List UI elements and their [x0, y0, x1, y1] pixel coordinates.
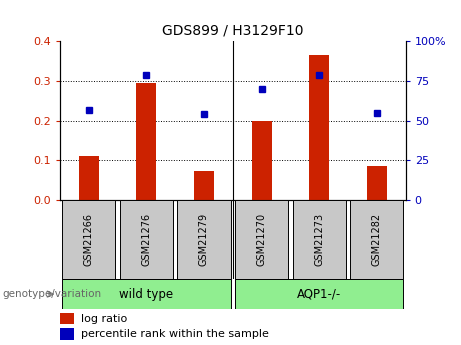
Text: GSM21270: GSM21270 [257, 213, 266, 266]
Text: wild type: wild type [119, 288, 173, 300]
FancyBboxPatch shape [62, 200, 115, 279]
Text: log ratio: log ratio [81, 314, 127, 324]
Text: GSM21276: GSM21276 [142, 213, 151, 266]
FancyBboxPatch shape [350, 200, 403, 279]
Text: percentile rank within the sample: percentile rank within the sample [81, 329, 269, 339]
Bar [194, 171, 214, 200]
Text: GSM21273: GSM21273 [314, 213, 324, 266]
Bar [367, 166, 387, 200]
FancyBboxPatch shape [177, 200, 230, 279]
FancyBboxPatch shape [62, 279, 230, 309]
Text: GSM21266: GSM21266 [84, 213, 94, 266]
FancyBboxPatch shape [235, 279, 403, 309]
Text: GSM21279: GSM21279 [199, 213, 209, 266]
Bar [60, 328, 74, 340]
Bar [309, 55, 329, 200]
Text: AQP1-/-: AQP1-/- [297, 288, 341, 300]
FancyBboxPatch shape [293, 200, 346, 279]
Bar [79, 156, 99, 200]
FancyBboxPatch shape [235, 200, 288, 279]
Title: GDS899 / H3129F10: GDS899 / H3129F10 [162, 23, 303, 38]
Bar [252, 121, 272, 200]
Bar [60, 313, 74, 324]
FancyBboxPatch shape [120, 200, 173, 279]
Text: GSM21282: GSM21282 [372, 213, 382, 266]
Text: genotype/variation: genotype/variation [2, 289, 101, 299]
Bar [136, 83, 156, 200]
